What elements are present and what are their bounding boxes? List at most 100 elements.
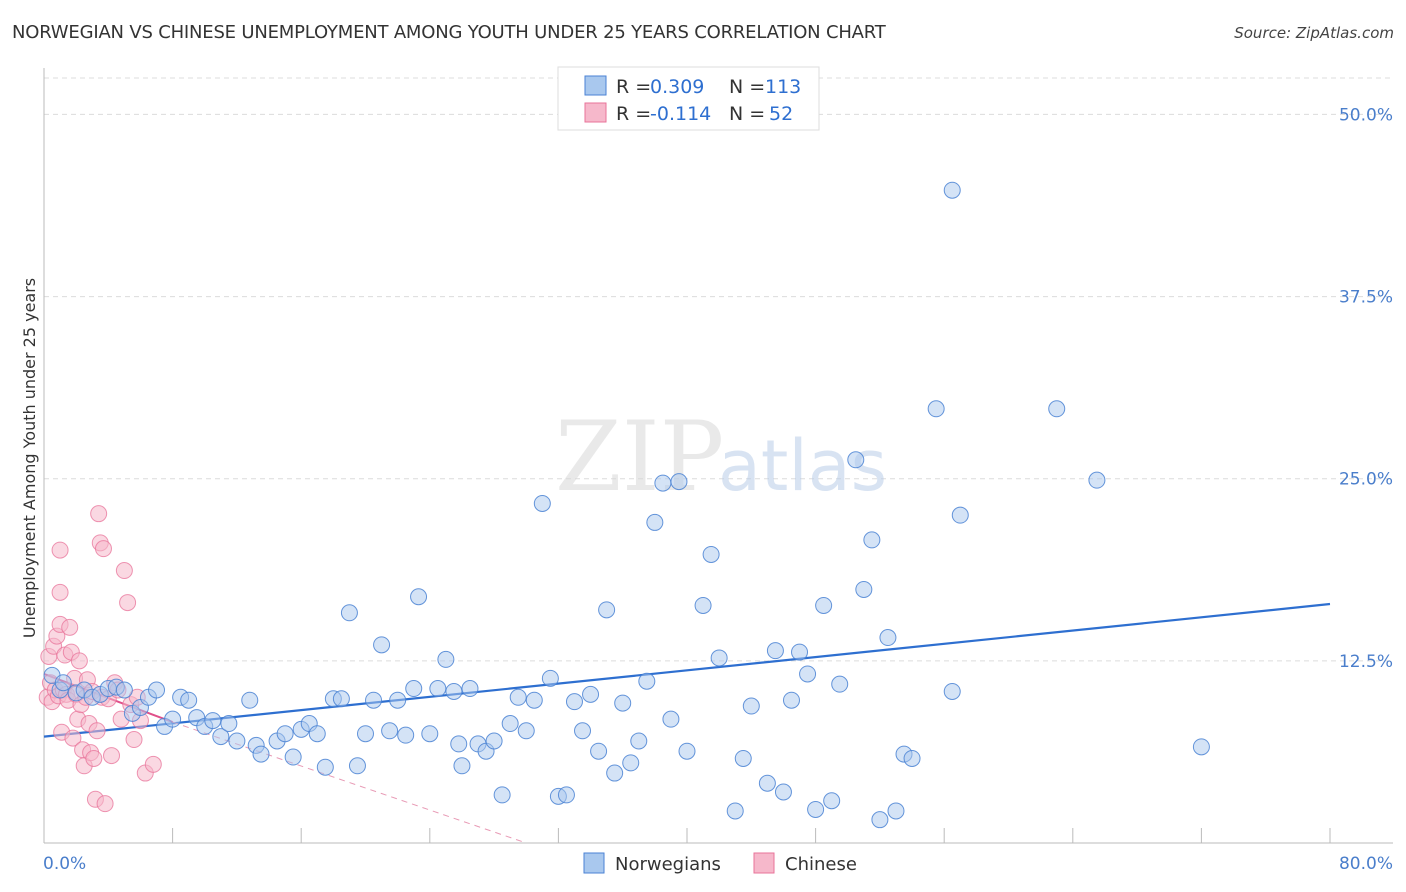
norwegian-point — [204, 712, 222, 730]
norwegian-point — [654, 474, 672, 492]
watermark-atlas: atlas — [718, 425, 887, 507]
norwegian-point — [646, 513, 664, 531]
norwegian-point — [397, 726, 415, 744]
norwegian-point — [943, 181, 961, 199]
legend-r-label-norwegians: R = — [616, 76, 651, 98]
legend-swatch-norwegians — [584, 75, 607, 96]
norwegian-point — [485, 732, 503, 750]
norwegian-point — [565, 693, 583, 711]
chinese-point — [144, 755, 162, 773]
norwegian-point — [726, 802, 744, 820]
norwegian-point — [212, 728, 230, 746]
norwegian-point — [791, 643, 809, 661]
norwegian-point — [525, 691, 543, 709]
norwegian-point — [421, 725, 439, 743]
norwegian-point — [871, 811, 889, 829]
norwegian-point — [710, 649, 728, 667]
norwegian-point — [887, 802, 905, 820]
bottom-legend-chinese: Chinese — [785, 854, 857, 875]
y-axis-label: Unemployment Among Youth under 25 years — [20, 278, 39, 638]
chinese-point — [115, 562, 133, 580]
norwegian-point — [678, 742, 696, 760]
bottom-legend-swatch-norwegians — [583, 852, 605, 874]
norwegian-point — [541, 669, 559, 687]
norwegian-point — [662, 710, 680, 728]
chinese-point — [96, 795, 114, 813]
norwegian-point — [450, 735, 468, 753]
norwegian-point — [493, 786, 511, 804]
norwegian-point — [437, 650, 455, 668]
norwegian-point — [831, 675, 849, 693]
chinese-point — [103, 747, 121, 765]
norwegian-point — [148, 681, 166, 699]
norwegian-point — [758, 774, 776, 792]
norwegian-point — [823, 792, 841, 810]
chinese-point — [119, 594, 137, 612]
norwegian-point — [241, 691, 259, 709]
norwegian-point — [410, 588, 428, 606]
norwegian-point — [670, 473, 688, 491]
norwegian-point — [365, 691, 383, 709]
norwegian-point — [357, 725, 374, 743]
norwegian-point — [694, 596, 712, 614]
series-legend: Norwegians Chinese — [583, 852, 857, 875]
norwegian-point — [1088, 471, 1106, 489]
norwegian-point — [308, 725, 326, 743]
bottom-legend-norwegians: Norwegians — [615, 854, 721, 875]
norwegian-point — [782, 691, 800, 709]
watermark-zip: ZIP — [555, 401, 724, 513]
norwegian-point — [115, 681, 133, 699]
chart-title: NORWEGIAN VS CHINESE UNEMPLOYMENT AMONG … — [12, 22, 886, 43]
chinese-points — [38, 505, 162, 813]
x-tick-min: 0.0% — [43, 854, 86, 874]
y-tick-labels: 12.5% 25.0% 37.5% 50.0% — [1339, 105, 1393, 671]
legend-n-norwegians: 113 — [765, 76, 801, 98]
norwegian-point — [799, 665, 817, 683]
norwegian-point — [606, 764, 624, 782]
norwegian-point — [574, 722, 592, 740]
norwegian-point — [774, 783, 792, 801]
norwegian-point — [863, 531, 881, 549]
norwegian-point — [742, 697, 760, 715]
norwegian-point — [622, 754, 640, 772]
legend-n-chinese: 52 — [769, 103, 793, 125]
norwegian-point — [340, 604, 358, 622]
bottom-legend-swatch-chinese — [753, 852, 775, 874]
chinese-point — [85, 749, 103, 767]
chinese-point — [90, 505, 108, 523]
norwegian-point — [461, 680, 479, 698]
norwegian-point — [702, 545, 720, 563]
y-tick-label: 25.0% — [1339, 470, 1393, 490]
norwegian-point — [180, 691, 198, 709]
norwegian-point — [373, 636, 391, 654]
legend-swatch-chinese — [584, 102, 607, 123]
chinese-point — [51, 583, 69, 601]
norwegian-point — [332, 690, 350, 708]
chinese-trend-extension — [172, 721, 527, 844]
legend-n-label-norwegians: N = — [729, 76, 765, 98]
y-tick-label: 12.5% — [1339, 652, 1393, 672]
norwegian-point — [557, 786, 575, 804]
norwegian-point — [879, 629, 897, 647]
norwegian-point — [517, 722, 535, 740]
norwegian-point — [501, 715, 519, 733]
norwegian-point — [54, 674, 72, 692]
norwegian-point — [509, 688, 527, 706]
norwegian-point — [445, 682, 463, 700]
norwegian-point — [927, 400, 945, 418]
y-tick-label: 37.5% — [1339, 288, 1393, 308]
chinese-point — [64, 729, 82, 747]
norwegian-point — [1048, 400, 1066, 418]
legend-r-label-chinese: R = — [616, 103, 651, 125]
norwegian-points — [43, 181, 1210, 829]
norwegian-point — [252, 745, 270, 763]
norwegian-point — [943, 682, 961, 700]
norwegian-point — [847, 451, 865, 469]
norwegian-point — [533, 494, 551, 512]
chinese-point — [61, 618, 79, 636]
axes — [43, 68, 1393, 844]
norwegian-point — [598, 601, 616, 619]
chart-source: Source: ZipAtlas.com — [1234, 24, 1394, 42]
chinese-point — [125, 731, 143, 749]
norwegian-point — [903, 749, 921, 767]
